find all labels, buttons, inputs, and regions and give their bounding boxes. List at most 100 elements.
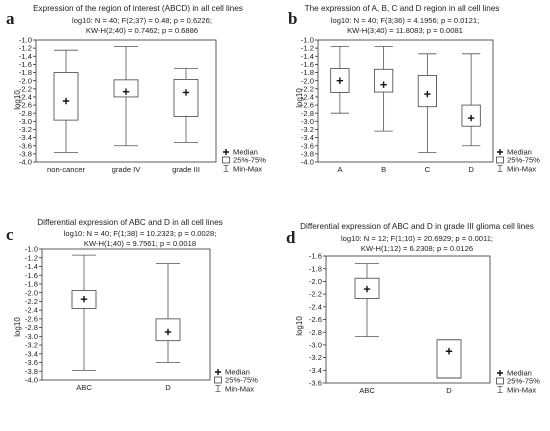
- legend-median-marker: [215, 369, 221, 375]
- box-non-cancer: [53, 49, 79, 154]
- box-A: [330, 46, 350, 114]
- x-category-label: D: [468, 165, 474, 174]
- x-category-label: B: [381, 165, 386, 174]
- y-tick-label: -3.2: [309, 353, 322, 362]
- legend-range-marker: [497, 165, 503, 172]
- y-tick-label: -2.6: [301, 101, 314, 110]
- y-tick-label: -3.6: [19, 141, 32, 150]
- y-tick-label: -1.4: [301, 52, 314, 61]
- legend-range-label: Min-Max: [233, 164, 262, 173]
- box-D: [155, 263, 181, 363]
- panel-b: b The expression of A, B, C and D region …: [288, 4, 540, 174]
- legend-range-label: Min-Max: [507, 164, 536, 173]
- stats-line-2: KW-H(2;40) = 0.7462; p = 0.6886: [86, 26, 198, 35]
- y-tick-label: -2.8: [301, 109, 314, 118]
- legend-box-swatch: [496, 156, 504, 164]
- y-tick-label: -2.6: [19, 101, 32, 110]
- iqr-box: [113, 79, 139, 98]
- y-tick-label: -1.4: [25, 262, 38, 271]
- y-tick-label: -2.0: [301, 76, 314, 85]
- legend-median-label: Median: [233, 148, 258, 157]
- x-category-label: ABC: [359, 386, 375, 395]
- y-axis-label: log10: [295, 88, 304, 108]
- y-tick-label: -3.0: [309, 341, 322, 350]
- panel-title: Differential expression of ABC and D in …: [37, 218, 223, 227]
- y-tick-label: -1.8: [301, 68, 314, 77]
- median-marker: [80, 296, 88, 303]
- panel-a: a Expression of the region of interest (A…: [6, 4, 266, 174]
- median-marker: [122, 88, 130, 95]
- y-tick-label: -2.2: [309, 290, 322, 299]
- y-axis-label: log10: [295, 316, 304, 336]
- x-category-label: grade III: [172, 165, 200, 174]
- iqr-box: [374, 68, 394, 93]
- legend-median-marker: [497, 370, 503, 376]
- y-tick-label: -2.4: [25, 306, 38, 315]
- y-tick-label: -1.0: [25, 245, 38, 254]
- panel-title: Expression of the region of interest (AB…: [33, 4, 243, 13]
- legend-median-label: Median: [507, 369, 532, 378]
- y-tick-label: -1.0: [19, 36, 32, 45]
- median-marker: [363, 285, 371, 293]
- x-category-label: D: [446, 386, 452, 395]
- stats-line-2: KW-H(1;40) = 9.7561; p = 0.0018: [84, 239, 196, 248]
- box-D: [461, 53, 481, 147]
- box-grade IV: [113, 46, 139, 147]
- y-tick-label: -3.4: [301, 133, 314, 142]
- y-tick-label: -3.6: [309, 379, 322, 388]
- y-tick-label: -3.0: [25, 332, 38, 341]
- box-C: [417, 53, 437, 154]
- y-tick-label: -3.4: [309, 366, 322, 375]
- y-tick-label: -2.8: [309, 328, 322, 337]
- stats-line-2: KW-H(3;40) = 11.8083; p = 0.0081: [347, 26, 463, 35]
- median-marker: [467, 114, 475, 122]
- median-marker: [336, 77, 344, 84]
- legend-box-swatch: [496, 377, 504, 385]
- y-tick-label: -1.6: [301, 60, 314, 69]
- stats-line-1: log10: N = 40; F(2;37) = 0.48; p = 0.622…: [72, 16, 212, 25]
- x-category-label: grade IV: [112, 165, 142, 174]
- y-tick-label: -2.6: [309, 315, 322, 324]
- y-tick-label: -2.4: [19, 93, 32, 102]
- x-category-label: D: [165, 383, 171, 392]
- y-tick-label: -3.2: [25, 341, 38, 350]
- legend-range-marker: [497, 386, 503, 393]
- y-tick-label: -1.6: [25, 271, 38, 280]
- y-tick-label: -4.0: [25, 376, 38, 385]
- y-tick-label: -3.2: [19, 125, 32, 134]
- panel-letter: a: [6, 9, 15, 28]
- legend-median-label: Median: [507, 148, 532, 157]
- y-tick-label: -3.6: [25, 358, 38, 367]
- legend-box-swatch: [222, 156, 230, 164]
- legend-range-marker: [223, 165, 229, 172]
- legend-range-label: Min-Max: [507, 385, 536, 394]
- y-tick-label: -2.6: [25, 314, 38, 323]
- y-tick-label: -3.8: [301, 149, 314, 158]
- y-tick-label: -1.0: [301, 36, 314, 45]
- plot-frame: [325, 255, 491, 384]
- median-marker: [445, 348, 453, 355]
- y-tick-label: -2.2: [25, 297, 38, 306]
- panel-letter: b: [288, 9, 297, 28]
- panel-title: The expression of A, B, C and D region i…: [305, 4, 500, 13]
- legend-iqr-label: 25%-75%: [507, 377, 540, 386]
- y-tick-label: -2.4: [309, 302, 322, 311]
- y-axis-label: log10: [13, 317, 22, 337]
- median-marker: [182, 89, 190, 96]
- iqr-box: [173, 79, 199, 117]
- median-marker: [164, 328, 172, 336]
- x-category-label: non-cancer: [47, 165, 85, 174]
- y-axis-label: log10: [13, 90, 22, 110]
- legend-median-marker: [223, 149, 229, 155]
- y-tick-label: -3.0: [19, 117, 32, 126]
- panel-letter: c: [6, 225, 14, 244]
- y-tick-label: -4.0: [301, 158, 314, 167]
- legend-iqr-label: 25%-75%: [233, 156, 266, 165]
- stats-line-1: log10: N = 40; F(1;38) = 10.2323; p = 0.…: [64, 229, 217, 238]
- y-tick-label: -1.4: [19, 52, 32, 61]
